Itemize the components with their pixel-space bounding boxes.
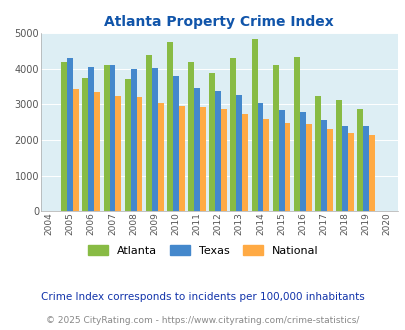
Bar [179, 106, 184, 211]
Bar [124, 79, 130, 211]
Bar [194, 87, 200, 211]
Bar [305, 124, 311, 211]
Bar [299, 113, 305, 211]
Bar [326, 128, 332, 211]
Bar [263, 119, 269, 211]
Legend: Atlanta, Texas, National: Atlanta, Texas, National [83, 241, 322, 260]
Bar [88, 67, 94, 211]
Text: Crime Index corresponds to incidents per 100,000 inhabitants: Crime Index corresponds to incidents per… [41, 292, 364, 302]
Bar [82, 78, 88, 211]
Bar [236, 95, 242, 211]
Bar [130, 69, 136, 211]
Bar [215, 91, 221, 211]
Bar [200, 107, 205, 211]
Bar [73, 88, 79, 211]
Bar [61, 61, 67, 211]
Bar [278, 110, 284, 211]
Bar [145, 55, 151, 211]
Bar [368, 135, 374, 211]
Bar [166, 42, 173, 211]
Bar [151, 68, 157, 211]
Bar [230, 58, 236, 211]
Bar [188, 61, 194, 211]
Bar [242, 114, 247, 211]
Bar [356, 109, 362, 211]
Bar [221, 109, 226, 211]
Bar [362, 126, 368, 211]
Bar [293, 57, 299, 211]
Text: © 2025 CityRating.com - https://www.cityrating.com/crime-statistics/: © 2025 CityRating.com - https://www.city… [46, 316, 359, 325]
Bar [157, 103, 163, 211]
Bar [320, 120, 326, 211]
Bar [284, 123, 290, 211]
Bar [272, 65, 278, 211]
Bar [314, 96, 320, 211]
Bar [136, 97, 142, 211]
Bar [251, 39, 257, 211]
Bar [94, 92, 100, 211]
Bar [115, 96, 121, 211]
Bar [335, 100, 341, 211]
Bar [103, 65, 109, 211]
Bar [257, 103, 263, 211]
Bar [209, 73, 215, 211]
Bar [67, 58, 73, 211]
Title: Atlanta Property Crime Index: Atlanta Property Crime Index [104, 15, 333, 29]
Bar [173, 76, 179, 211]
Bar [109, 65, 115, 211]
Bar [341, 126, 347, 211]
Bar [347, 133, 353, 211]
